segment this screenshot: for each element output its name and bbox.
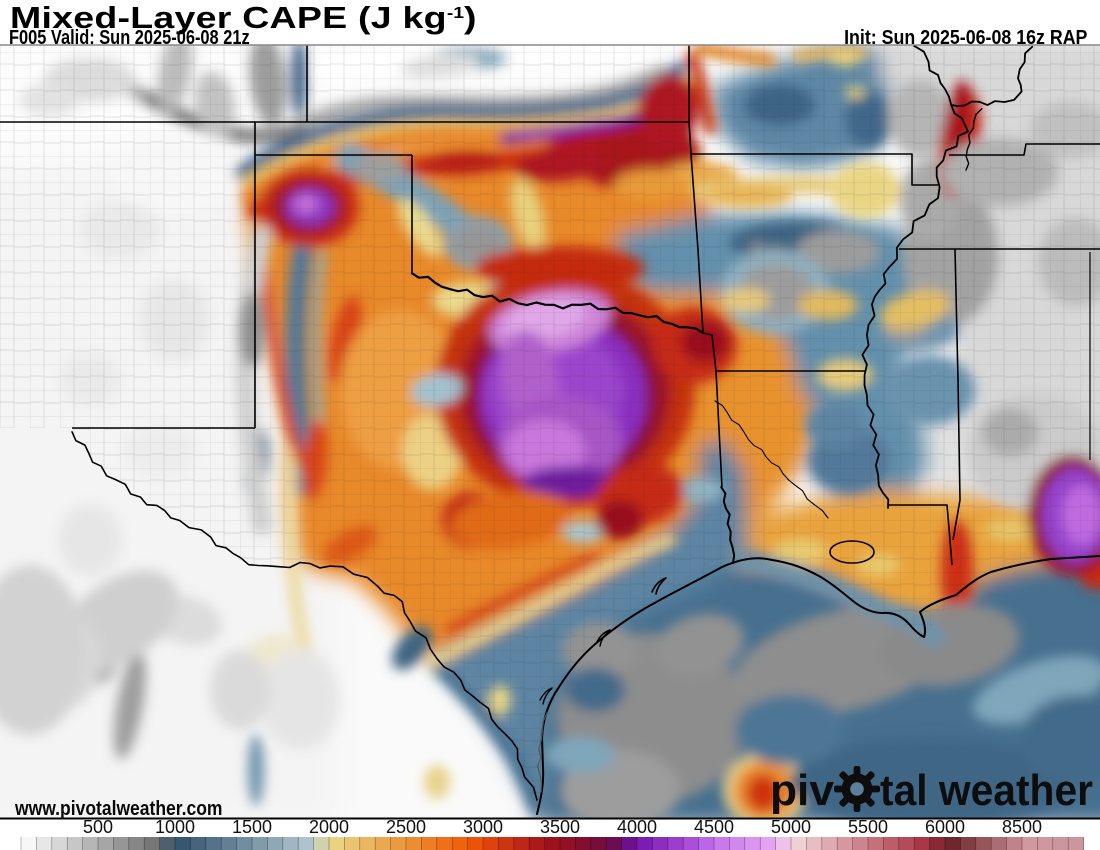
svg-text:2500: 2500 [386, 817, 426, 837]
svg-text:4000: 4000 [617, 817, 657, 837]
svg-text:500: 500 [83, 817, 113, 837]
svg-text:8500: 8500 [1002, 817, 1042, 837]
svg-text:3000: 3000 [463, 817, 503, 837]
svg-text:3500: 3500 [540, 817, 580, 837]
svg-text:5500: 5500 [848, 817, 888, 837]
svg-text:2000: 2000 [309, 817, 349, 837]
svg-text:6000: 6000 [925, 817, 965, 837]
svg-text:5000: 5000 [771, 817, 811, 837]
svg-text:tal weather: tal weather [880, 766, 1093, 815]
svg-text:4500: 4500 [694, 817, 734, 837]
svg-text:1000: 1000 [155, 817, 195, 837]
svg-text:piv: piv [770, 766, 835, 815]
svg-text:1500: 1500 [232, 817, 272, 837]
